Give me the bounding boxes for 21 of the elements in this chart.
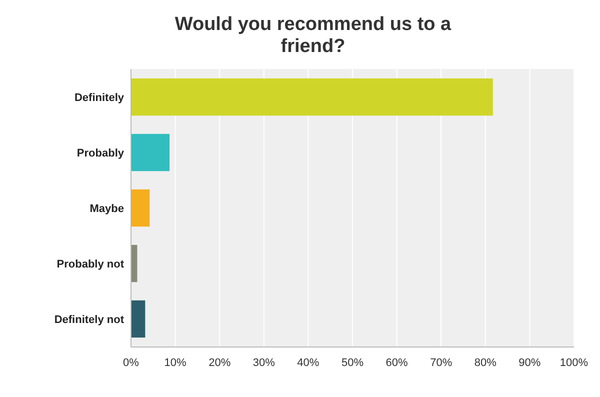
bar — [131, 189, 150, 227]
x-tick-label: 90% — [518, 357, 541, 369]
x-tick-label: 80% — [474, 357, 497, 369]
x-tick-label: 0% — [123, 357, 140, 369]
chart-title: Would you recommend us to a friend? — [174, 14, 452, 57]
bar — [131, 78, 493, 116]
x-tick-label: 60% — [386, 357, 408, 369]
x-tick-label: 100% — [560, 357, 588, 369]
x-tick-label: 20% — [208, 357, 231, 369]
y-tick-label: Probably — [76, 148, 125, 160]
x-tick-label: 30% — [252, 357, 276, 369]
x-tick-label: 50% — [341, 357, 364, 369]
x-tick-label: 40% — [297, 357, 320, 369]
bar — [131, 300, 146, 338]
y-tick-label: Maybe — [90, 203, 124, 215]
bar — [131, 134, 170, 172]
x-tick-label: 70% — [430, 357, 452, 369]
y-tick-label: Definitely — [74, 92, 125, 104]
x-tick-label: 10% — [164, 357, 187, 369]
y-tick-label: Probably not — [56, 258, 124, 270]
y-tick-label: Definitely not — [54, 314, 124, 326]
